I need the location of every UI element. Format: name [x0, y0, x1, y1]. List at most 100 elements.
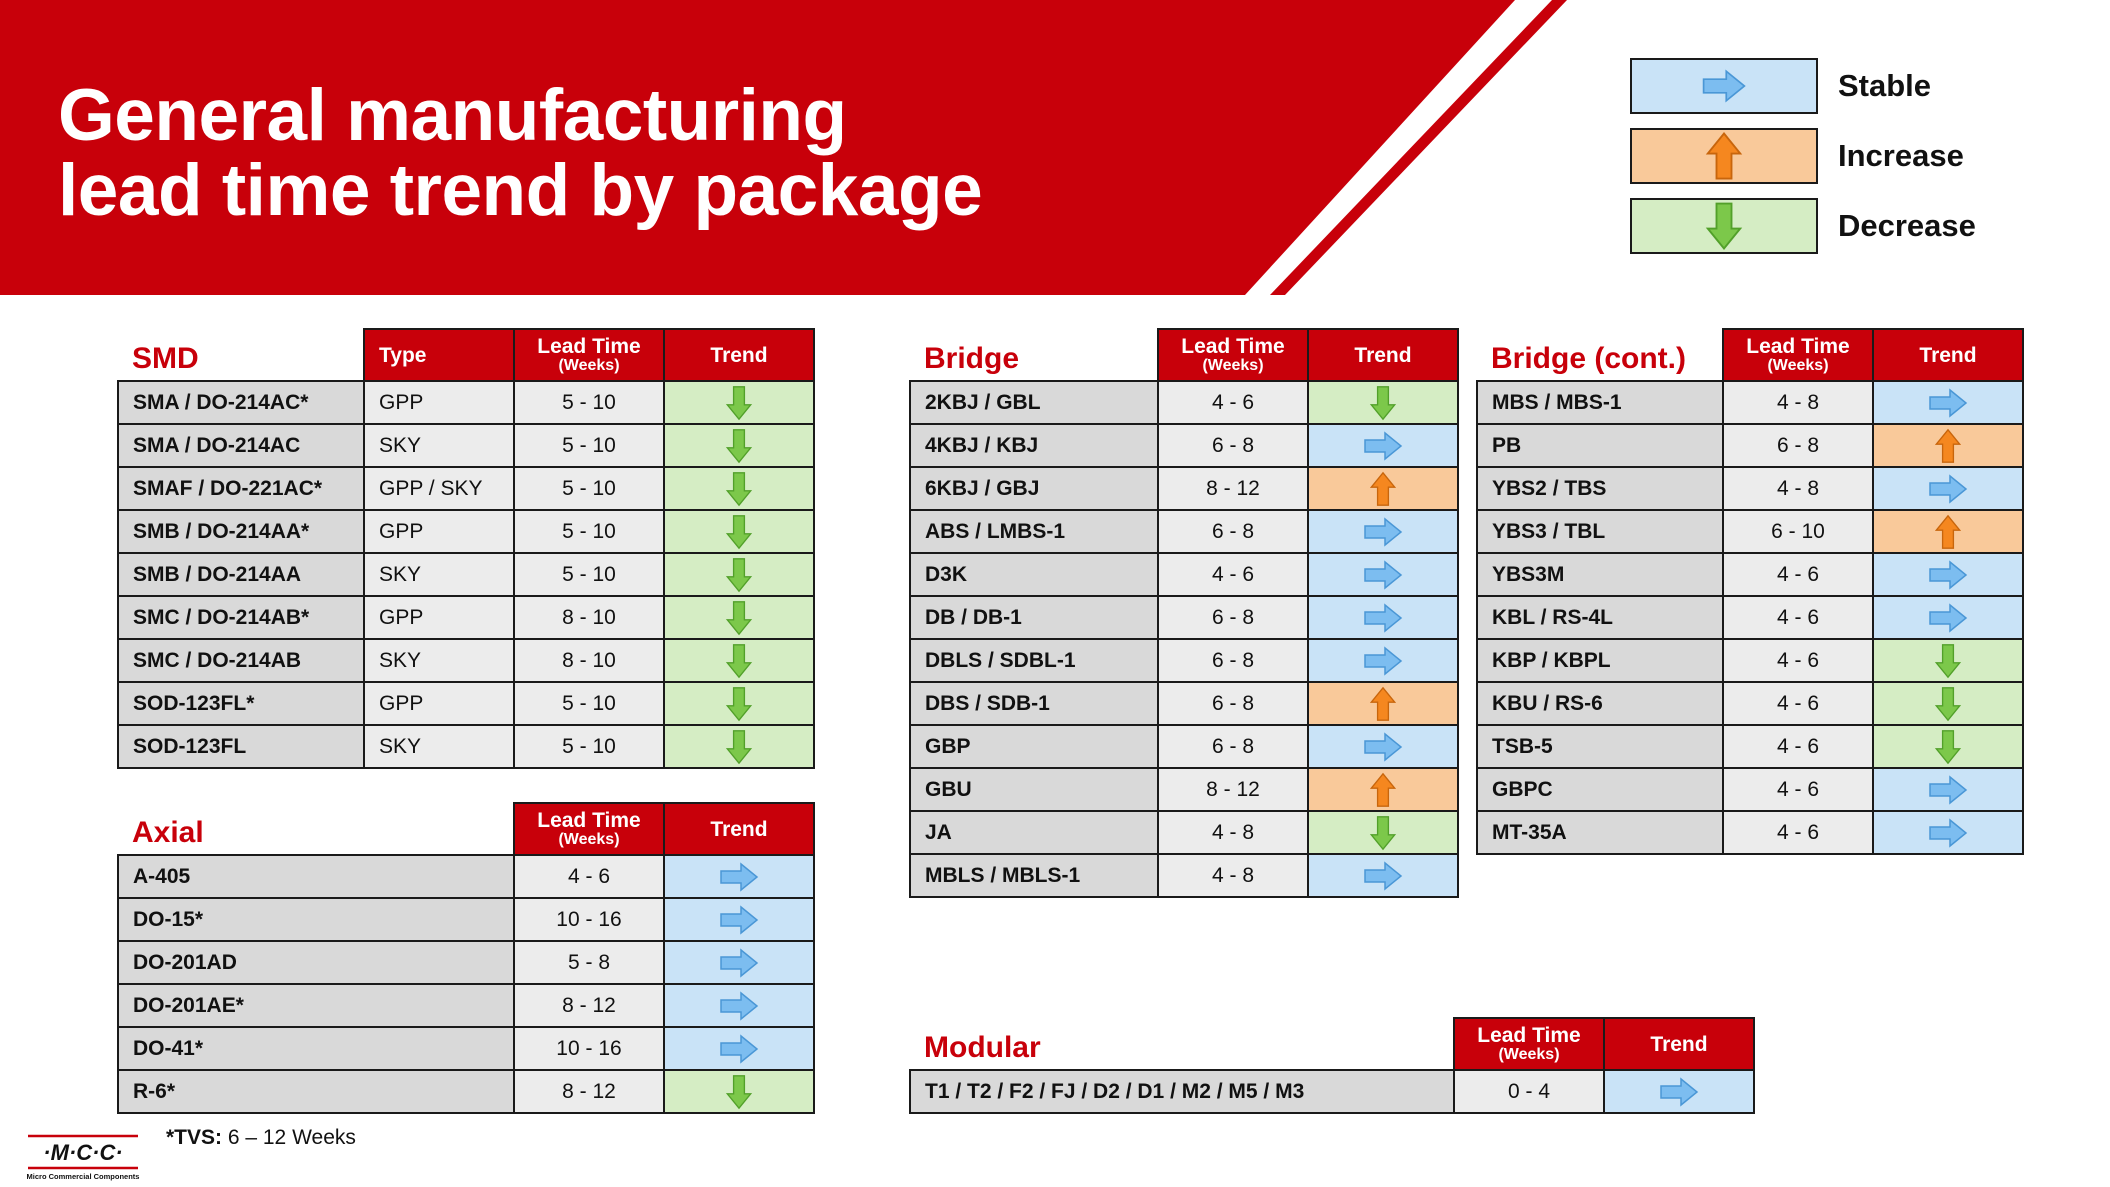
- weeks-subheader: (Weeks): [558, 830, 620, 848]
- trend-cell-stable: [663, 897, 815, 942]
- legend-label: Decrease: [1838, 208, 1976, 243]
- package-cell: SOD-123FL: [117, 724, 365, 769]
- header-banner: [0, 0, 1567, 295]
- arrow-right-icon: [1929, 817, 1968, 848]
- trend-cell-decrease: [663, 638, 815, 683]
- trend-header: Trend: [1307, 328, 1459, 382]
- axial-table-body: A-405 4 - 6 DO-15* 10 - 16 DO-201AD 5 - 8 DO-2…: [117, 854, 815, 1114]
- lead-time-cell: 5 - 10: [513, 423, 665, 468]
- arrow-down-icon: [725, 686, 753, 721]
- package-cell: T1 / T2 / F2 / FJ / D2 / D1 / M2 / M5 / …: [909, 1069, 1455, 1114]
- legend-swatch-stable: [1630, 58, 1818, 114]
- tvs-footnote-label: *TVS:: [166, 1126, 223, 1149]
- bridge-cont-table-body: MBS / MBS-1 4 - 8 PB 6 - 8 YBS2 / TBS 4 - 8 YB…: [1476, 380, 2024, 855]
- smd-table: SMD Type Lead Time (Weeks) Trend SMA / DO…: [117, 328, 815, 769]
- table-row: SOD-123FL* GPP 5 - 10: [117, 681, 815, 726]
- arrow-down-icon: [725, 385, 753, 420]
- table-row: DO-15* 10 - 16: [117, 897, 815, 942]
- table-row: GBU 8 - 12: [909, 767, 1459, 812]
- table-row: SMB / DO-214AA* GPP 5 - 10: [117, 509, 815, 554]
- trend-cell-increase: [1307, 767, 1459, 812]
- package-cell: DO-15*: [117, 897, 515, 942]
- trend-cell-stable: [1307, 423, 1459, 468]
- trend-cell-stable: [663, 854, 815, 899]
- trend-cell-decrease: [1307, 810, 1459, 855]
- package-cell: GBU: [909, 767, 1159, 812]
- table-row: GBP 6 - 8: [909, 724, 1459, 769]
- package-cell: DO-201AE*: [117, 983, 515, 1028]
- type-cell: SKY: [363, 423, 515, 468]
- lead-time-header-label: Lead Time: [1477, 1023, 1581, 1047]
- trend-legend: Stable Increase Decrease: [1630, 58, 1976, 268]
- arrow-right-icon: [1364, 559, 1403, 590]
- lead-time-header-label: Lead Time: [1746, 334, 1850, 358]
- package-cell: SMA / DO-214AC*: [117, 380, 365, 425]
- arrow-right-icon: [1364, 602, 1403, 633]
- lead-time-cell: 4 - 6: [1722, 595, 1874, 640]
- table-row: DO-41* 10 - 16: [117, 1026, 815, 1071]
- lead-time-header: Lead Time (Weeks): [1453, 1017, 1605, 1071]
- trend-header: Trend: [663, 328, 815, 382]
- lead-time-cell: 5 - 10: [513, 681, 665, 726]
- package-cell: SMA / DO-214AC: [117, 423, 365, 468]
- lead-time-cell: 4 - 8: [1722, 466, 1874, 511]
- table-row: ABS / LMBS-1 6 - 8: [909, 509, 1459, 554]
- arrow-up-icon: [1705, 132, 1743, 180]
- page-title-line2: lead time trend by package: [58, 150, 983, 231]
- trend-cell-stable: [1307, 595, 1459, 640]
- arrow-up-icon: [1369, 471, 1397, 506]
- arrow-down-icon: [725, 471, 753, 506]
- mcc-logo-text: ·M·C·C·: [43, 1140, 122, 1165]
- bridge-cont-section-title: Bridge (cont.): [1491, 342, 1686, 375]
- table-row: PB 6 - 8: [1476, 423, 2024, 468]
- type-cell: GPP: [363, 681, 515, 726]
- type-header: Type: [363, 328, 515, 382]
- lead-time-cell: 5 - 10: [513, 380, 665, 425]
- trend-cell-decrease: [663, 681, 815, 726]
- arrow-right-icon: [1929, 774, 1968, 805]
- legend-swatch-increase: [1630, 128, 1818, 184]
- bridge-section-title: Bridge: [924, 342, 1020, 375]
- package-cell: 6KBJ / GBJ: [909, 466, 1159, 511]
- package-cell: DO-201AD: [117, 940, 515, 985]
- lead-time-cell: 6 - 8: [1157, 595, 1309, 640]
- package-cell: 2KBJ / GBL: [909, 380, 1159, 425]
- arrow-down-icon: [725, 600, 753, 635]
- lead-time-cell: 4 - 6: [1722, 810, 1874, 855]
- arrow-up-icon: [1369, 772, 1397, 807]
- axial-section-title: Axial: [132, 816, 204, 849]
- trend-cell-stable: [1872, 810, 2024, 855]
- trend-header: Trend: [1603, 1017, 1755, 1071]
- table-row: TSB-5 4 - 6: [1476, 724, 2024, 769]
- legend-item-stable: Stable: [1630, 58, 1976, 114]
- trend-cell-decrease: [663, 724, 815, 769]
- trend-cell-stable: [1872, 595, 2024, 640]
- package-cell: DBS / SDB-1: [909, 681, 1159, 726]
- arrow-right-icon: [720, 861, 759, 892]
- type-cell: GPP: [363, 380, 515, 425]
- package-cell: MBLS / MBLS-1: [909, 853, 1159, 898]
- trend-cell-stable: [663, 983, 815, 1028]
- trend-cell-stable: [1603, 1069, 1755, 1114]
- trend-cell-stable: [1872, 380, 2024, 425]
- arrow-up-icon: [1934, 514, 1962, 549]
- arrow-right-icon: [1929, 473, 1968, 504]
- trend-cell-decrease: [663, 380, 815, 425]
- lead-time-cell: 8 - 12: [1157, 466, 1309, 511]
- table-row: SMB / DO-214AA SKY 5 - 10: [117, 552, 815, 597]
- table-row: A-405 4 - 6: [117, 854, 815, 899]
- package-cell: DO-41*: [117, 1026, 515, 1071]
- lead-time-cell: 4 - 6: [513, 854, 665, 899]
- arrow-down-icon: [1369, 385, 1397, 420]
- arrow-right-icon: [1364, 731, 1403, 762]
- lead-time-cell: 4 - 8: [1157, 853, 1309, 898]
- trend-cell-decrease: [1872, 638, 2024, 683]
- arrow-up-icon: [1934, 428, 1962, 463]
- trend-cell-stable: [1307, 638, 1459, 683]
- lead-time-cell: 6 - 8: [1157, 638, 1309, 683]
- arrow-down-icon: [1705, 202, 1743, 250]
- weeks-subheader: (Weeks): [1498, 1045, 1560, 1063]
- table-row: DB / DB-1 6 - 8: [909, 595, 1459, 640]
- legend-item-decrease: Decrease: [1630, 198, 1976, 254]
